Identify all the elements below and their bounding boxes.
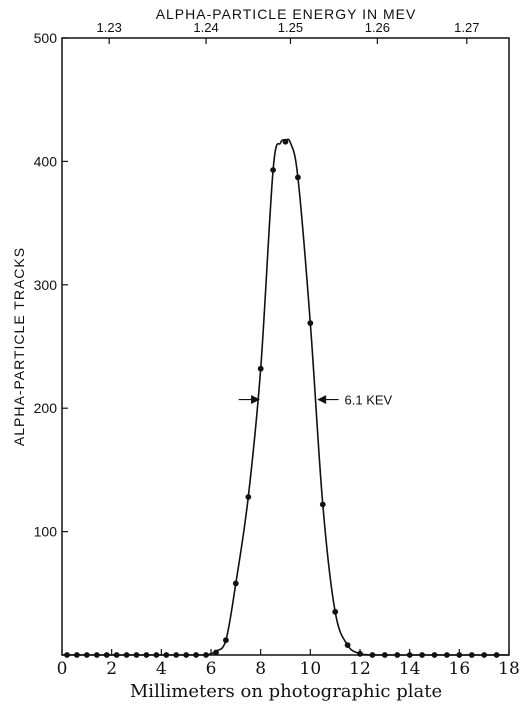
data-point xyxy=(83,652,90,658)
data-point xyxy=(203,652,209,658)
data-point xyxy=(93,652,100,658)
data-point xyxy=(444,652,450,658)
data-point xyxy=(406,652,413,658)
x-tick-label: 14 xyxy=(399,659,421,679)
x-tick-label: 2 xyxy=(106,659,117,679)
top-tick-label: 1.26 xyxy=(365,20,390,35)
top-axis-label: ALPHA-PARTICLE ENERGY IN MEV xyxy=(156,6,417,22)
data-point xyxy=(213,649,219,656)
data-points xyxy=(64,138,500,658)
x-tick-label: 10 xyxy=(300,659,322,679)
data-point xyxy=(344,642,351,648)
fwhm-right-arrow xyxy=(317,395,339,405)
y-ticks: 100 200 300 400 500 xyxy=(34,30,68,540)
top-tick-label: 1.24 xyxy=(193,20,218,35)
data-point xyxy=(153,652,160,658)
data-point xyxy=(419,652,425,658)
top-tick-label: 1.27 xyxy=(454,20,479,35)
data-point xyxy=(245,494,252,500)
data-point xyxy=(193,652,200,658)
data-point xyxy=(270,167,276,173)
data-point xyxy=(307,320,314,326)
x-axis-label: Millimeters on photographic plate xyxy=(130,681,442,702)
y-tick-label: 100 xyxy=(34,524,58,540)
fit-curve xyxy=(62,138,509,656)
top-tick-label: 1.25 xyxy=(278,20,303,35)
x-tick-label: 6 xyxy=(206,659,217,679)
data-point xyxy=(357,650,363,657)
data-point xyxy=(163,652,170,658)
y-axis-label: ALPHA-PARTICLE TRACKS xyxy=(11,247,27,446)
data-point xyxy=(381,652,388,658)
x-tick-label: 12 xyxy=(349,659,371,679)
data-point xyxy=(123,652,130,658)
data-point xyxy=(282,138,289,145)
data-point xyxy=(133,652,140,658)
data-point xyxy=(295,174,301,181)
y-tick-label: 200 xyxy=(34,400,58,416)
data-point xyxy=(74,652,80,658)
data-point xyxy=(456,652,463,658)
data-point xyxy=(493,652,500,658)
data-point xyxy=(319,501,326,508)
data-point xyxy=(173,652,180,658)
x-tick-label: 0 xyxy=(57,659,68,679)
x-tick-label: 4 xyxy=(156,659,167,679)
data-point xyxy=(394,652,401,658)
data-point xyxy=(183,652,190,658)
top-tick-label: 1.23 xyxy=(97,20,122,35)
data-point xyxy=(64,652,70,658)
x-tick-label: 8 xyxy=(255,659,266,679)
plot-frame xyxy=(61,37,510,656)
y-tick-label: 300 xyxy=(34,277,58,293)
data-point xyxy=(481,652,488,658)
x-ticks: 0 2 4 6 8 10 12 14 16 18 xyxy=(57,649,520,679)
data-point xyxy=(431,652,438,658)
data-point xyxy=(332,608,339,615)
data-point xyxy=(113,652,120,658)
data-point xyxy=(223,637,229,644)
data-point xyxy=(232,580,239,587)
y-tick-label: 500 xyxy=(34,30,58,46)
data-point xyxy=(143,652,150,658)
fwhm-label: 6.1 KEV xyxy=(345,393,393,408)
data-point xyxy=(257,365,264,372)
x-tick-label: 18 xyxy=(498,659,520,679)
data-point xyxy=(468,652,475,658)
data-point xyxy=(103,652,110,658)
data-point xyxy=(369,652,376,658)
x-tick-label: 16 xyxy=(449,659,471,679)
fwhm-annotation: 6.1 KEV xyxy=(238,393,393,408)
y-tick-label: 400 xyxy=(34,153,58,169)
fwhm-left-arrow xyxy=(238,395,261,405)
top-ticks: 1.23 1.24 1.25 1.26 1.27 xyxy=(97,20,479,44)
